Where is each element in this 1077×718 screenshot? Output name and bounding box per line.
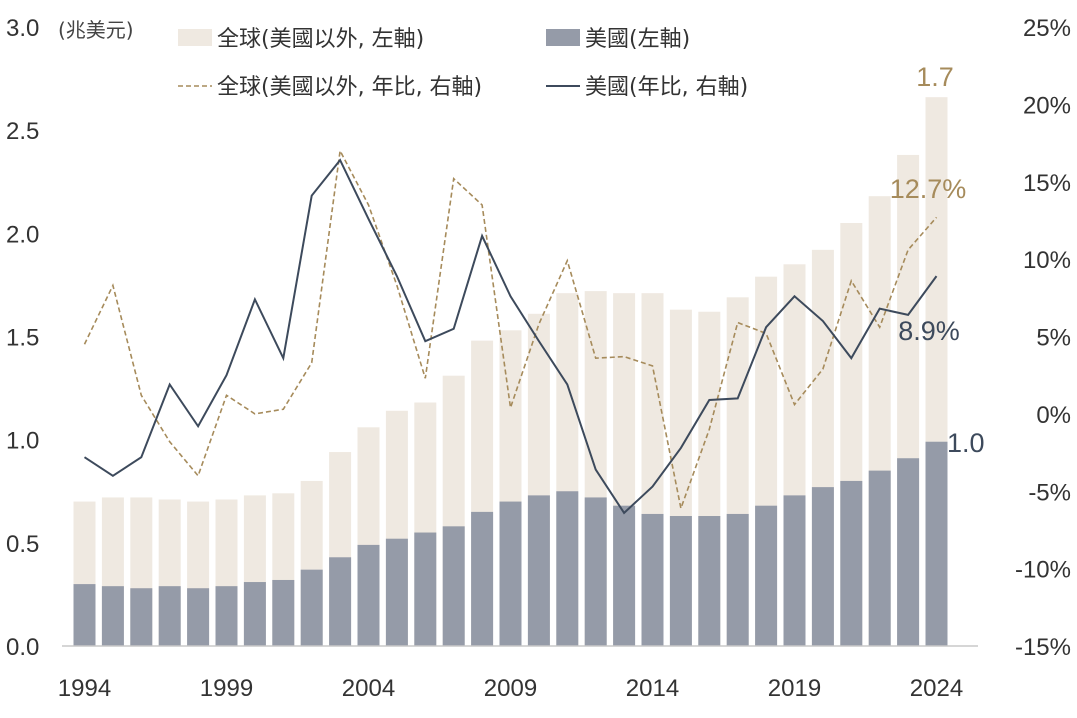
right-tick-label: 25% bbox=[1023, 15, 1071, 42]
bar-us-1997 bbox=[158, 586, 181, 646]
right-tick-label: 0% bbox=[1036, 402, 1071, 429]
bar-us-1996 bbox=[130, 588, 153, 646]
legend-global-line-label: 全球(美國以外, 年比, 右軸) bbox=[217, 75, 482, 100]
right-tick-label: 15% bbox=[1023, 170, 1071, 197]
bar-us-1998 bbox=[187, 588, 210, 646]
bar-series-group bbox=[73, 97, 948, 647]
bar-us-2005 bbox=[385, 538, 408, 646]
right-tick-label: -10% bbox=[1015, 557, 1071, 584]
bar-us-2024 bbox=[925, 441, 948, 646]
bar-us-2002 bbox=[300, 569, 323, 646]
right-tick-label: 20% bbox=[1023, 92, 1071, 119]
annotation-global-line-last: 12.7% bbox=[890, 174, 967, 204]
bar-us-2001 bbox=[272, 579, 295, 646]
right-tick-label: -15% bbox=[1015, 634, 1071, 661]
bar-us-2008 bbox=[471, 511, 494, 646]
bar-us-2022 bbox=[868, 470, 891, 646]
right-tick-label: -5% bbox=[1028, 479, 1071, 506]
bar-us-2019 bbox=[783, 495, 806, 646]
us-yoy-line bbox=[83, 158, 938, 515]
chart-legend: 全球(美國以外, 左軸) 美國(左軸) 全球(美國以外, 年比, 右軸) 美國(… bbox=[178, 27, 748, 100]
left-tick-label: 2.5 bbox=[6, 118, 39, 145]
bar-us-2020 bbox=[811, 487, 834, 646]
x-tick-label: 1994 bbox=[58, 675, 111, 702]
bar-us-2000 bbox=[243, 582, 266, 646]
legend-us-bar-label: 美國(左軸) bbox=[585, 27, 690, 52]
left-axis-unit-label: (兆美元) bbox=[58, 18, 134, 42]
line-series-group bbox=[83, 148, 938, 515]
left-tick-label: 0.0 bbox=[6, 634, 39, 661]
left-tick-label: 1.5 bbox=[6, 325, 39, 352]
right-tick-label: 10% bbox=[1023, 247, 1071, 274]
bar-us-2006 bbox=[414, 532, 437, 646]
left-tick-label: 3.0 bbox=[6, 15, 39, 42]
bar-us-2016 bbox=[698, 516, 721, 646]
right-axis-ticks: -15% -10% -5% 0% 5% 10% 15% 20% 25% bbox=[1015, 15, 1071, 661]
left-tick-label: 2.0 bbox=[6, 221, 39, 248]
bar-us-2013 bbox=[613, 505, 636, 646]
bar-us-2012 bbox=[584, 497, 607, 646]
bar-us-2017 bbox=[726, 513, 749, 646]
x-axis-ticks: 1994 1999 2004 2009 2014 2019 2024 bbox=[58, 675, 963, 702]
x-tick-label: 2004 bbox=[342, 675, 395, 702]
left-tick-label: 0.5 bbox=[6, 531, 39, 558]
bar-us-2021 bbox=[840, 480, 863, 646]
global-yoy-line bbox=[83, 148, 938, 512]
x-tick-label: 2009 bbox=[484, 675, 537, 702]
bar-us-2004 bbox=[357, 544, 380, 646]
bar-us-1995 bbox=[101, 586, 124, 646]
bar-us-2023 bbox=[897, 458, 920, 646]
bar-us-2018 bbox=[755, 505, 778, 646]
legend-us-line-label: 美國(年比, 右軸) bbox=[585, 75, 748, 100]
right-tick-label: 5% bbox=[1036, 325, 1071, 352]
x-tick-label: 2019 bbox=[768, 675, 821, 702]
bar-us-2010 bbox=[527, 495, 550, 646]
legend-us-bar-swatch bbox=[546, 29, 580, 46]
annotation-us-bar-last: 1.0 bbox=[947, 428, 985, 458]
bar-us-2003 bbox=[329, 557, 352, 646]
x-tick-label: 1999 bbox=[200, 675, 253, 702]
legend-global-bar-label: 全球(美國以外, 左軸) bbox=[217, 27, 424, 52]
bar-us-1994 bbox=[73, 584, 96, 646]
x-tick-label: 2014 bbox=[626, 675, 679, 702]
bar-us-2009 bbox=[499, 501, 522, 646]
left-tick-label: 1.0 bbox=[6, 428, 39, 455]
annotation-global-bar-last: 1.7 bbox=[916, 62, 954, 92]
bar-us-2015 bbox=[669, 516, 692, 646]
left-axis-ticks: 0.0 0.5 1.0 1.5 2.0 2.5 3.0 bbox=[6, 15, 39, 661]
bar-us-2007 bbox=[442, 526, 465, 646]
bar-us-2014 bbox=[641, 513, 664, 646]
bar-us-2011 bbox=[556, 491, 579, 646]
x-tick-label: 2024 bbox=[910, 675, 963, 702]
annotation-us-line-last: 8.9% bbox=[898, 316, 960, 346]
bar-us-1999 bbox=[215, 586, 238, 646]
legend-global-bar-swatch bbox=[178, 29, 212, 46]
